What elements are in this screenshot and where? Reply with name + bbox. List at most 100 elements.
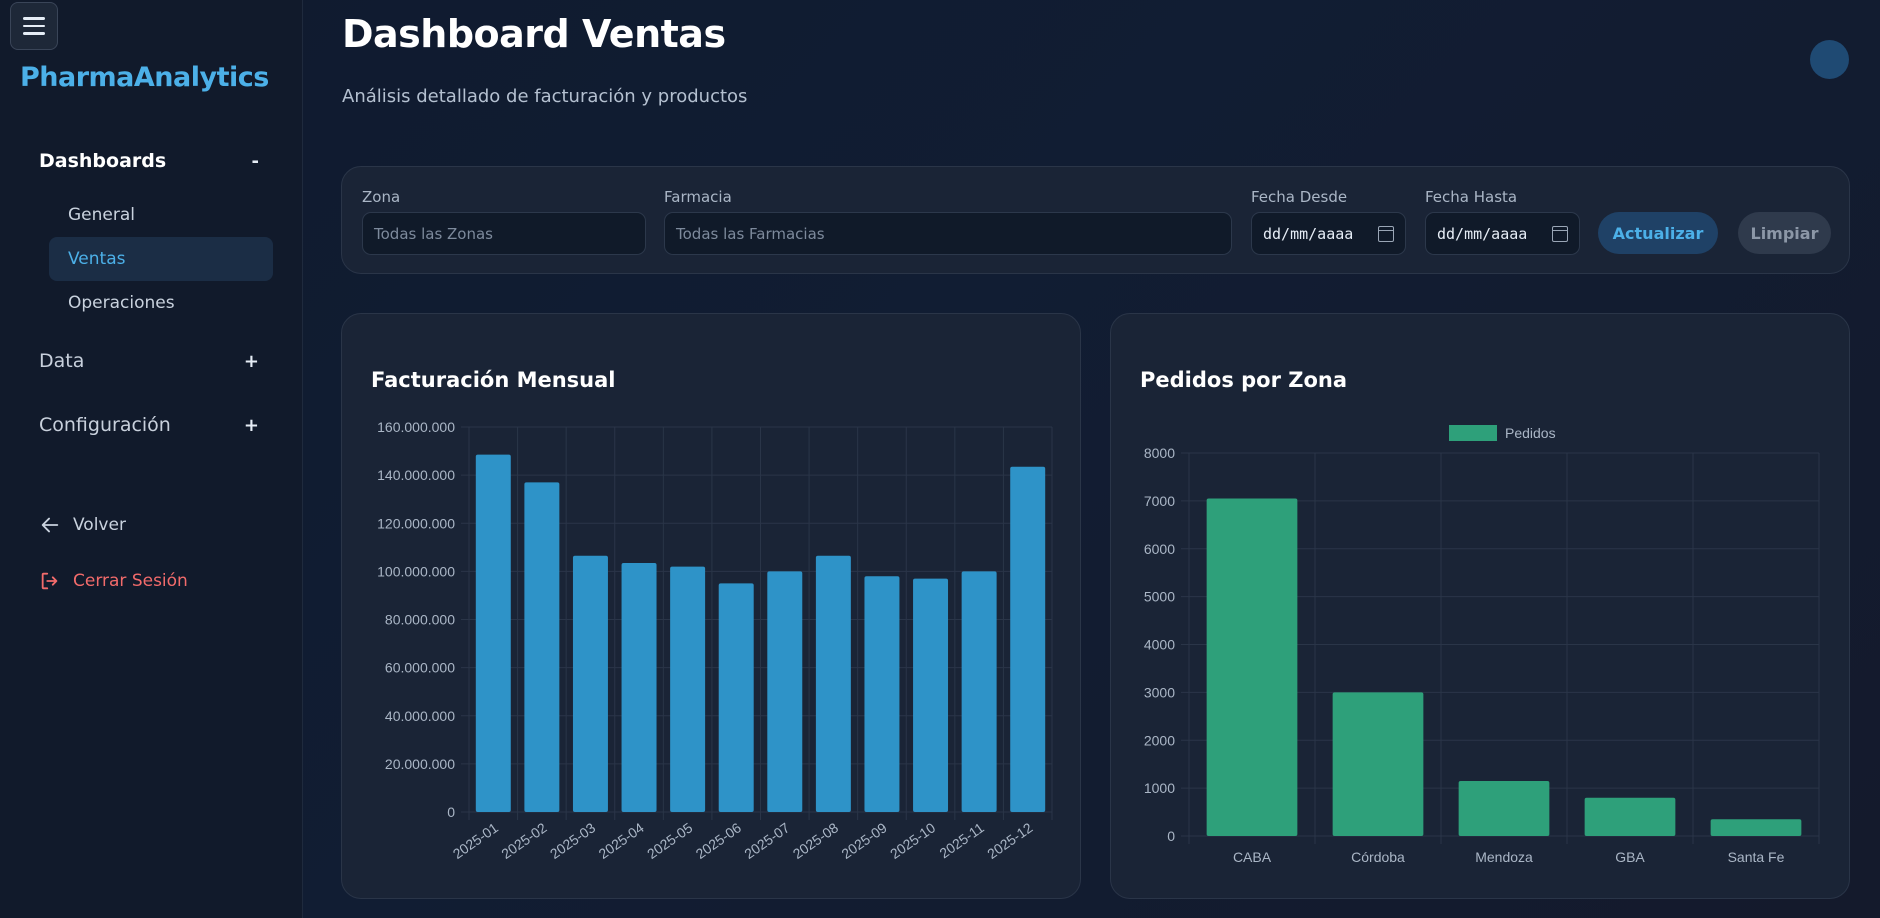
expand-icon: + — [243, 414, 259, 436]
y-tick-label: 140.000.000 — [377, 467, 455, 483]
x-tick-label: 2025-08 — [790, 819, 841, 862]
y-tick-label: 60.000.000 — [385, 660, 455, 676]
legend-swatch[interactable] — [1449, 425, 1497, 441]
avatar[interactable] — [1810, 40, 1849, 79]
x-tick-label: 2025-07 — [741, 819, 792, 862]
x-tick-label: 2025-12 — [984, 819, 1035, 862]
y-tick-label: 0 — [1167, 828, 1175, 844]
y-tick-label: 40.000.000 — [385, 708, 455, 724]
logout-link[interactable]: Cerrar Sesión — [39, 570, 188, 592]
bar[interactable] — [572, 555, 608, 812]
bar[interactable] — [1010, 466, 1046, 812]
sidebar: PharmaAnalytics Dashboards - General Ven… — [0, 0, 303, 918]
farmacia-select[interactable]: Todas las Farmacias — [664, 212, 1232, 255]
bar[interactable] — [961, 571, 997, 812]
hamburger-icon-line — [23, 32, 45, 35]
y-tick-label: 1000 — [1144, 780, 1175, 796]
bar[interactable] — [1332, 692, 1424, 836]
fecha-hasta-input[interactable]: dd/mm/aaaa — [1425, 212, 1580, 255]
sidebar-item-operaciones[interactable]: Operaciones — [68, 293, 175, 313]
bar[interactable] — [815, 555, 851, 812]
chart-title: Pedidos por Zona — [1140, 368, 1348, 392]
x-tick-label: 2025-09 — [838, 819, 889, 862]
calendar-icon[interactable] — [1378, 225, 1394, 242]
x-tick-label: 2025-02 — [498, 819, 549, 862]
bar[interactable] — [913, 578, 949, 812]
zona-select[interactable]: Todas las Zonas — [362, 212, 646, 255]
fecha-hasta-label: Fecha Hasta — [1425, 188, 1518, 206]
x-tick-label: CABA — [1233, 849, 1272, 865]
bar[interactable] — [670, 566, 706, 812]
fecha-desde-value: dd/mm/aaaa — [1263, 224, 1354, 243]
nav-section-configuracion[interactable]: Configuración + — [39, 414, 259, 436]
nav-section-label: Configuración — [39, 414, 171, 436]
bar[interactable] — [864, 576, 900, 812]
y-tick-label: 5000 — [1144, 589, 1175, 605]
sidebar-item-ventas[interactable]: Ventas — [49, 237, 273, 281]
bar[interactable] — [767, 571, 803, 812]
bar[interactable] — [1206, 498, 1298, 836]
bar[interactable] — [621, 562, 657, 812]
hamburger-icon-line — [23, 24, 45, 28]
nav-section-dashboards[interactable]: Dashboards - — [39, 150, 259, 172]
y-tick-label: 7000 — [1144, 493, 1175, 509]
y-tick-label: 100.000.000 — [377, 563, 455, 579]
collapse-icon: - — [251, 150, 259, 172]
back-link[interactable]: Volver — [39, 514, 126, 536]
facturacion-chart: 0 20.000.000 40.000.000 60.000.000 80.000.00… — [377, 419, 1053, 862]
x-tick-label: 2025-11 — [936, 819, 987, 861]
back-label: Volver — [73, 515, 126, 535]
legend-label: Pedidos — [1505, 425, 1556, 441]
bar[interactable] — [475, 454, 511, 812]
y-tick-label: 8000 — [1144, 445, 1175, 461]
hamburger-icon-line — [23, 17, 45, 20]
y-tick-label: 80.000.000 — [385, 612, 455, 628]
brand-logo[interactable]: PharmaAnalytics — [20, 62, 269, 93]
y-tick-label: 160.000.000 — [377, 419, 455, 435]
y-tick-label: 2000 — [1144, 732, 1175, 748]
y-tick-label: 120.000.000 — [377, 515, 455, 531]
x-tick-label: Mendoza — [1475, 849, 1533, 865]
clear-button[interactable]: Limpiar — [1738, 212, 1831, 254]
farmacia-label: Farmacia — [664, 188, 732, 206]
bar[interactable] — [718, 583, 754, 812]
y-tick-label: 0 — [447, 804, 455, 820]
x-tick-label: 2025-01 — [450, 819, 501, 862]
nav-section-label: Dashboards — [39, 150, 167, 172]
nav-section-data[interactable]: Data + — [39, 350, 259, 372]
filters-panel: Zona Todas las Zonas Farmacia Todas las … — [341, 166, 1850, 274]
x-tick-label: 2025-04 — [595, 819, 646, 862]
x-tick-label: 2025-06 — [693, 819, 744, 862]
fecha-desde-input[interactable]: dd/mm/aaaa — [1251, 212, 1406, 255]
y-tick-label: 3000 — [1144, 684, 1175, 700]
page-title: Dashboard Ventas — [342, 12, 726, 56]
logout-label: Cerrar Sesión — [73, 571, 188, 591]
pedidos-chart: 0 1000 2000 3000 4000 5000 6000 7000 8000 CABA Cór… — [1144, 425, 1820, 865]
menu-toggle-button[interactable] — [10, 2, 58, 50]
x-tick-label: 2025-03 — [547, 819, 598, 862]
bar[interactable] — [1710, 819, 1802, 836]
x-tick-label: 2025-10 — [887, 819, 938, 862]
x-tick-label: GBA — [1615, 849, 1645, 865]
nav-section-label: Data — [39, 350, 85, 372]
fecha-desde-label: Fecha Desde — [1251, 188, 1348, 206]
y-tick-label: 20.000.000 — [385, 756, 455, 772]
page-subtitle: Análisis detallado de facturación y prod… — [342, 86, 748, 107]
chart-card-pedidos: Pedidos por Zona 0 1000 2000 3000 4000 5000 60… — [1110, 313, 1850, 899]
bar[interactable] — [1458, 780, 1550, 836]
arrow-left-icon — [41, 517, 59, 533]
x-tick-label: 2025-05 — [644, 819, 695, 862]
sidebar-item-general[interactable]: General — [68, 205, 135, 225]
bar[interactable] — [1584, 797, 1676, 836]
bar[interactable] — [524, 482, 560, 812]
y-tick-label: 4000 — [1144, 637, 1175, 653]
chart-card-facturacion: Facturación Mensual 0 20.000.000 40.000.00… — [341, 313, 1081, 899]
calendar-icon[interactable] — [1552, 225, 1568, 242]
y-tick-label: 6000 — [1144, 541, 1175, 557]
zona-label: Zona — [362, 188, 401, 206]
x-tick-label: Córdoba — [1351, 849, 1405, 865]
x-tick-label: Santa Fe — [1728, 849, 1785, 865]
update-button[interactable]: Actualizar — [1598, 212, 1718, 254]
expand-icon: + — [243, 350, 259, 372]
logout-icon — [41, 572, 58, 590]
